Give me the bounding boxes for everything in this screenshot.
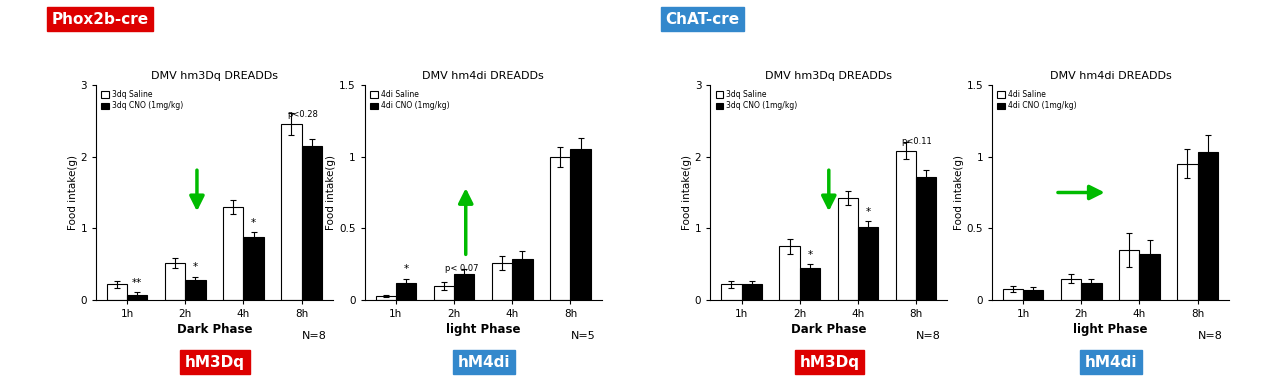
Legend: 3dq Saline, 3dq CNO (1mg/kg): 3dq Saline, 3dq CNO (1mg/kg) bbox=[100, 89, 184, 112]
Text: hM4di: hM4di bbox=[1084, 355, 1138, 370]
Bar bbox=[396, 283, 416, 300]
Text: p<0.11: p<0.11 bbox=[901, 137, 932, 146]
Bar bbox=[800, 268, 820, 300]
Bar bbox=[571, 149, 591, 300]
Text: hM4di: hM4di bbox=[457, 355, 511, 370]
Bar bbox=[492, 263, 512, 300]
Text: *: * bbox=[808, 250, 813, 260]
X-axis label: light Phase: light Phase bbox=[445, 323, 521, 336]
Text: p<0.28: p<0.28 bbox=[287, 110, 317, 119]
Y-axis label: Food intake(g): Food intake(g) bbox=[68, 155, 78, 230]
Legend: 4di Saline, 4di CNO (1mg/kg): 4di Saline, 4di CNO (1mg/kg) bbox=[996, 89, 1078, 112]
Bar bbox=[550, 157, 571, 300]
Text: Phox2b-cre: Phox2b-cre bbox=[51, 12, 148, 27]
Bar bbox=[916, 177, 937, 300]
Text: N=8: N=8 bbox=[916, 331, 941, 341]
Y-axis label: Food intake(g): Food intake(g) bbox=[326, 155, 337, 230]
Bar bbox=[1119, 250, 1139, 300]
Text: hM3Dq: hM3Dq bbox=[186, 355, 244, 370]
X-axis label: Dark Phase: Dark Phase bbox=[791, 323, 867, 336]
Bar bbox=[302, 146, 323, 300]
Bar bbox=[837, 198, 858, 300]
Y-axis label: Food intake(g): Food intake(g) bbox=[682, 155, 692, 230]
Bar bbox=[127, 295, 147, 300]
Title: DMV hm3Dq DREADDs: DMV hm3Dq DREADDs bbox=[151, 71, 278, 81]
Bar bbox=[454, 275, 475, 300]
Bar bbox=[282, 124, 302, 300]
Bar bbox=[780, 246, 800, 300]
Title: DMV hm4di DREADDs: DMV hm4di DREADDs bbox=[422, 71, 544, 81]
Text: p< 0.07: p< 0.07 bbox=[445, 264, 479, 273]
Bar bbox=[434, 286, 454, 300]
Y-axis label: Food intake(g): Food intake(g) bbox=[954, 155, 964, 230]
Bar bbox=[1178, 164, 1198, 300]
Title: DMV hm3Dq DREADDs: DMV hm3Dq DREADDs bbox=[765, 71, 892, 81]
Bar bbox=[858, 227, 878, 300]
Text: **: ** bbox=[132, 278, 142, 288]
Title: DMV hm4di DREADDs: DMV hm4di DREADDs bbox=[1050, 71, 1171, 81]
Legend: 3dq Saline, 3dq CNO (1mg/kg): 3dq Saline, 3dq CNO (1mg/kg) bbox=[714, 89, 799, 112]
Bar bbox=[896, 151, 916, 300]
Bar bbox=[165, 263, 186, 300]
Bar bbox=[375, 296, 396, 300]
Bar bbox=[512, 259, 532, 300]
Bar bbox=[741, 285, 762, 300]
X-axis label: Dark Phase: Dark Phase bbox=[177, 323, 252, 336]
Bar bbox=[106, 285, 127, 300]
Text: *: * bbox=[865, 207, 870, 217]
Bar bbox=[1023, 290, 1043, 300]
Text: hM3Dq: hM3Dq bbox=[800, 355, 859, 370]
Bar bbox=[1139, 254, 1160, 300]
Bar bbox=[1002, 289, 1023, 300]
Bar bbox=[223, 207, 243, 300]
Bar bbox=[1082, 283, 1102, 300]
X-axis label: light Phase: light Phase bbox=[1073, 323, 1148, 336]
Text: N=5: N=5 bbox=[571, 331, 595, 341]
Bar bbox=[1198, 152, 1219, 300]
Bar bbox=[1061, 279, 1082, 300]
Text: N=8: N=8 bbox=[302, 331, 326, 341]
Text: *: * bbox=[193, 262, 198, 272]
Legend: 4di Saline, 4di CNO (1mg/kg): 4di Saline, 4di CNO (1mg/kg) bbox=[369, 89, 451, 112]
Bar bbox=[721, 285, 741, 300]
Bar bbox=[186, 280, 206, 300]
Text: *: * bbox=[251, 218, 256, 228]
Text: ChAT-cre: ChAT-cre bbox=[666, 12, 740, 27]
Bar bbox=[243, 237, 264, 300]
Text: N=8: N=8 bbox=[1198, 331, 1222, 341]
Text: *: * bbox=[403, 264, 408, 275]
